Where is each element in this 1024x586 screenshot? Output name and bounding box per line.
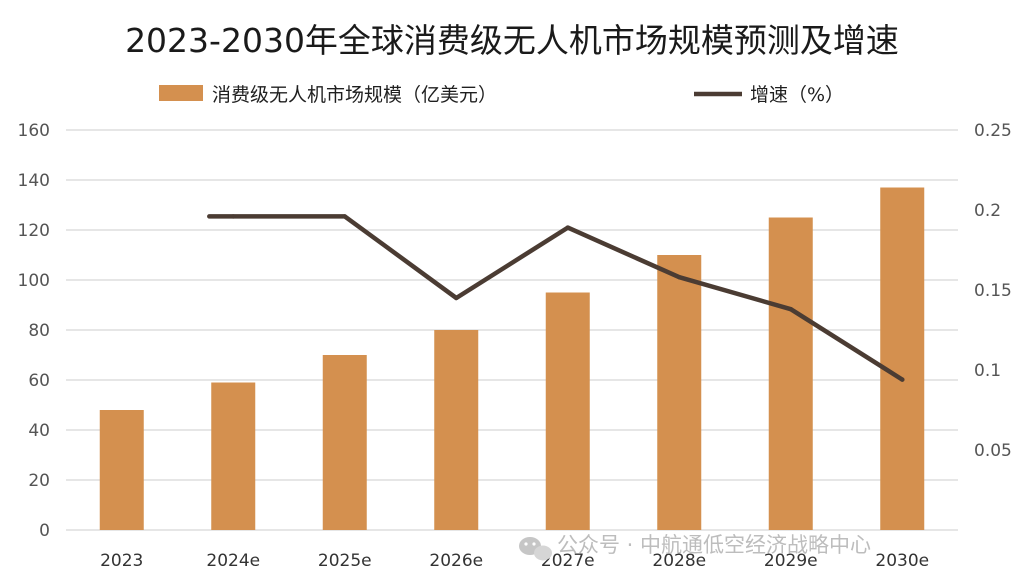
left-axis-tick-label: 80	[28, 321, 50, 341]
x-axis-tick-label: 2028e	[652, 551, 706, 571]
left-axis-tick-label: 140	[18, 171, 50, 191]
left-axis-tick-label: 20	[28, 471, 50, 491]
x-axis: 2023 2024e 2025e 2026e 2027e 2028e 2029e 2030e	[100, 551, 929, 571]
growth-point-2030e	[900, 377, 905, 382]
left-axis-tick-label: 100	[18, 271, 50, 291]
bar-2026e	[434, 330, 479, 530]
right-axis-tick-label: 0.15	[974, 281, 1012, 301]
bar-2029e	[768, 217, 813, 530]
growth-point-2028e	[677, 275, 682, 280]
legend-bar-label: 消费级无人机市场规模（亿美元）	[212, 84, 497, 106]
left-axis-tick-label: 60	[28, 371, 50, 391]
x-axis-tick-label: 2025e	[318, 551, 372, 571]
x-axis-tick-label: 2029e	[764, 551, 818, 571]
x-axis-tick-label: 2023	[100, 551, 143, 571]
growth-point-2027e	[565, 225, 570, 230]
chart-legend: 消费级无人机市场规模（亿美元） 增速（%）	[159, 84, 844, 106]
right-axis-tick-label: 0.25	[974, 121, 1012, 141]
right-axis-tick-label: 0.05	[974, 441, 1012, 461]
watermark-text: 公众号 · 中航通低空经济战略中心	[557, 533, 871, 557]
bar-2025e	[322, 355, 367, 530]
x-axis-tick-label: 2024e	[206, 551, 260, 571]
bar-2030e	[880, 187, 925, 530]
left-axis-tick-label: 120	[18, 221, 50, 241]
right-axis-tick-label: 0.2	[974, 201, 1001, 221]
legend-line-label: 增速（%）	[750, 84, 844, 106]
growth-point-2025e	[342, 214, 347, 219]
bar-2023	[99, 410, 144, 530]
x-axis-tick-label: 2026e	[429, 551, 483, 571]
right-y-axis: 0.05 0.1 0.15 0.2 0.25	[974, 121, 1012, 461]
x-axis-tick-label: 2030e	[875, 551, 929, 571]
x-axis-tick-label: 2027e	[541, 551, 595, 571]
bar-2027e	[545, 292, 590, 530]
legend-bar-swatch	[159, 85, 203, 101]
chart-title: 2023-2030年全球消费级无人机市场规模预测及增速	[125, 21, 899, 60]
watermark: 公众号 · 中航通低空经济战略中心	[519, 533, 871, 561]
growth-point-2026e	[454, 295, 459, 301]
growth-rate-line	[207, 214, 905, 382]
left-y-axis: 0 20 40 60 80 100 120 140 160	[18, 121, 50, 541]
growth-point-2029e	[788, 307, 793, 312]
bar-series	[99, 187, 925, 530]
right-axis-tick-label: 0.1	[974, 361, 1001, 381]
left-axis-tick-label: 160	[18, 121, 50, 141]
bar-2028e	[657, 255, 702, 530]
growth-line-series	[207, 214, 905, 382]
left-axis-tick-label: 0	[39, 521, 50, 541]
bar-2024e	[211, 382, 256, 530]
growth-point-2024e	[231, 214, 236, 219]
left-axis-tick-label: 40	[28, 421, 50, 441]
wechat-icon	[519, 537, 552, 561]
